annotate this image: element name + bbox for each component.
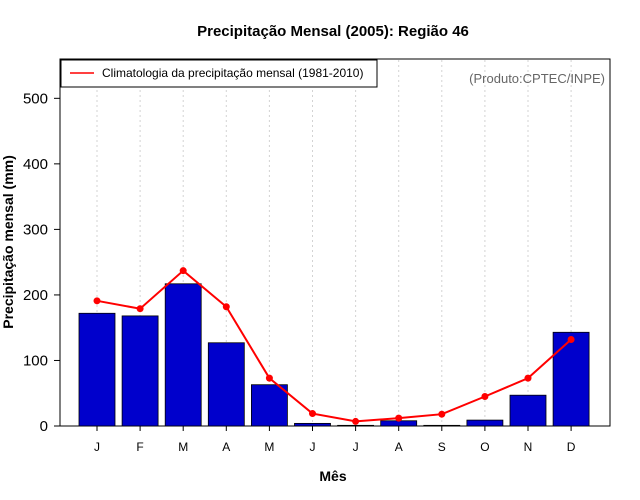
bar-12 — [552, 331, 590, 427]
climatology-line-series — [93, 267, 575, 425]
x-tick-label: A — [222, 440, 230, 454]
y-axis-label: Precipitação mensal (mm) — [0, 155, 16, 329]
legend-entry-climatology: Climatologia da precipitação mensal (198… — [102, 66, 363, 80]
bar-6 — [294, 422, 331, 427]
climatology-point-11 — [524, 374, 532, 382]
y-tick-label: 100 — [23, 352, 48, 369]
x-tick-label: M — [264, 440, 274, 454]
bar-11 — [509, 394, 547, 427]
climatology-point-7 — [352, 417, 360, 425]
bar-3 — [164, 283, 202, 427]
bar-series — [78, 283, 590, 427]
climatology-point-5 — [265, 374, 273, 382]
y-axis: 0 100 200 300 400 500 — [23, 90, 60, 435]
x-tick-label: N — [524, 440, 533, 454]
climatology-point-10 — [481, 393, 489, 401]
climatology-point-9 — [438, 410, 446, 418]
y-tick-label: 200 — [23, 287, 48, 304]
legend-box — [60, 59, 378, 88]
x-tick-label: A — [395, 440, 403, 454]
x-tick-label: J — [94, 440, 100, 454]
climatology-point-3 — [179, 267, 187, 275]
climatology-point-8 — [395, 414, 403, 422]
product-credit: (Produto:CPTEC/INPE) — [469, 71, 605, 86]
x-tick-label: J — [310, 440, 316, 454]
y-tick-label: 400 — [23, 156, 48, 173]
bar-5 — [250, 384, 288, 427]
y-tick-label: 300 — [23, 221, 48, 238]
bar-1 — [78, 312, 116, 427]
x-tick-label: F — [136, 440, 143, 454]
y-tick-label: 0 — [40, 418, 48, 435]
bar-4 — [207, 342, 245, 427]
climatology-point-2 — [136, 305, 144, 313]
climatology-point-4 — [222, 303, 230, 311]
bar-2 — [121, 315, 159, 427]
x-tick-label: D — [567, 440, 576, 454]
bar-10 — [466, 419, 504, 427]
x-tick-label: S — [438, 440, 446, 454]
x-tick-label: J — [353, 440, 359, 454]
x-tick-label: O — [480, 440, 489, 454]
x-tick-label: M — [178, 440, 188, 454]
climatology-line — [96, 269, 572, 423]
bar-7 — [337, 424, 375, 427]
bar-9 — [423, 424, 461, 427]
climatology-point-6 — [309, 410, 316, 418]
x-axis-label: Mês — [319, 468, 346, 484]
y-tick-label: 500 — [23, 90, 48, 107]
legend: Climatologia da precipitação mensal (198… — [60, 59, 378, 88]
climatology-point-1 — [93, 297, 101, 305]
chart-title: Precipitação Mensal (2005): Região 46 — [197, 23, 469, 40]
climatology-point-12 — [567, 335, 575, 343]
